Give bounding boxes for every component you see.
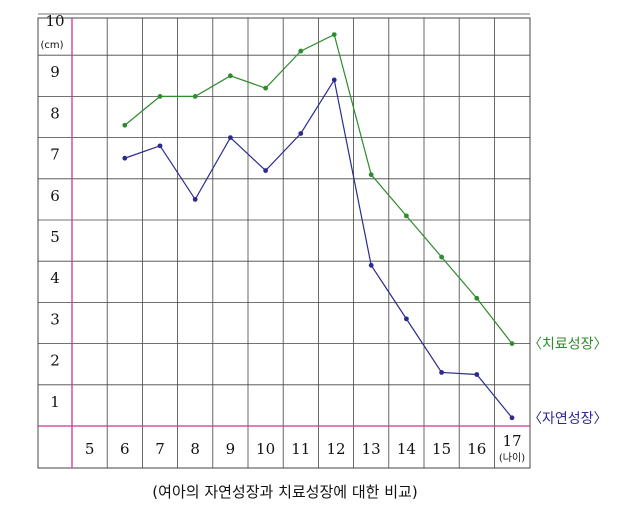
x-tick-label: 13 [362,440,381,458]
x-tick-label: 15 [432,440,451,458]
y-tick-label: 6 [50,187,60,205]
x-tick-label: 6 [120,440,130,458]
x-tick-label: 10 [256,440,275,458]
data-point [263,85,268,91]
y-tick-label: 10 [45,12,64,30]
x-tick-label: 7 [155,440,165,458]
data-point [263,168,268,173]
data-point [122,155,128,161]
legend-label: 〈자연성장〉 [528,411,608,427]
x-tick-label: 16 [467,440,486,458]
data-point [192,94,198,99]
data-point [122,122,128,128]
data-point [331,32,337,37]
y-tick-label: 5 [50,228,60,246]
chart-frame [37,17,531,469]
data-point [192,197,198,202]
chart-caption: (여아의 자연성장과 치료성장에 대한 비교) [152,483,417,501]
x-tick-label: 9 [226,440,236,458]
data-point [157,94,163,99]
series-lines [122,32,515,421]
y-tick-label: 7 [50,146,60,164]
y-tick-label: 1 [50,393,60,411]
data-point [157,143,163,149]
data-point [474,372,480,377]
x-tick-label: 5 [85,440,95,458]
data-point [404,316,409,322]
x-tick-label: 11 [291,440,310,458]
x-tick-label: 12 [326,440,345,458]
data-point [474,295,480,301]
y-tick-label: 2 [50,352,60,370]
y-tick-label: 3 [50,310,60,328]
data-point [439,254,444,260]
y-unit-label: (cm) [40,40,63,51]
data-point [509,341,515,346]
data-point [368,262,374,268]
x-tick-label: 8 [190,440,200,458]
y-tick-label: 9 [50,63,60,81]
legend-label: 〈치료성장〉 [528,337,608,353]
data-point [228,73,233,79]
data-point [298,131,304,136]
data-point [368,172,374,178]
data-point [331,77,337,83]
series-line-natural [124,78,513,419]
legend: 〈치료성장〉〈자연성장〉 [528,337,608,427]
x-unit-label: (나이) [499,452,525,464]
y-tick-label: 4 [50,269,60,287]
x-tick-label: 14 [397,440,416,458]
data-point [439,370,444,375]
data-point [509,415,515,421]
data-point [228,135,233,141]
data-point [298,48,304,54]
y-tick-label: 8 [50,104,60,122]
x-tick-label: 17 [502,432,521,450]
axes [38,18,530,468]
grid [37,13,531,469]
series-line-treatment [124,33,513,344]
data-point [404,213,409,219]
